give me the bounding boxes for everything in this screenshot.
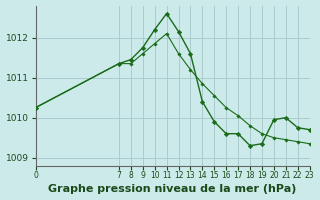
X-axis label: Graphe pression niveau de la mer (hPa): Graphe pression niveau de la mer (hPa) bbox=[48, 184, 297, 194]
